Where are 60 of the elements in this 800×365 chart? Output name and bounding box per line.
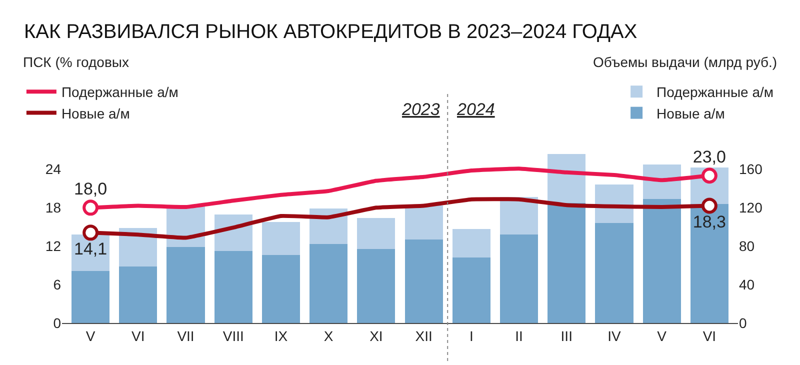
x-tick-label: XI <box>370 328 383 344</box>
y2-tick-label: 80 <box>739 238 755 254</box>
y2-tick-label: 160 <box>739 161 763 178</box>
y-tick-label: 18 <box>45 200 62 216</box>
bar <box>452 258 490 323</box>
x-tick-label: VI <box>132 328 145 344</box>
bar <box>357 218 396 249</box>
bar <box>500 234 538 323</box>
x-tick-label: III <box>560 328 572 344</box>
bar <box>166 247 205 323</box>
bar <box>404 206 443 240</box>
legend-label: Новые а/м <box>656 105 725 122</box>
data-label: 14,1 <box>74 240 108 259</box>
bar <box>357 248 396 323</box>
bar <box>72 271 110 323</box>
data-label: 18,0 <box>74 179 108 198</box>
text: 2024 <box>456 100 495 119</box>
y-tick-label: 0 <box>53 314 62 331</box>
bar <box>119 266 158 323</box>
point <box>701 198 718 214</box>
y-tick-label: 24 <box>45 161 62 178</box>
bar <box>214 250 252 323</box>
bar <box>548 154 586 203</box>
y-tick-label: 6 <box>53 276 62 292</box>
bar <box>642 199 681 323</box>
text: Объемы выдачи (млрд руб.) <box>593 54 778 70</box>
y-tick-label: 12 <box>45 238 62 254</box>
point <box>82 224 99 241</box>
text: ПСК (% годовых <box>23 54 129 70</box>
point <box>701 168 718 184</box>
point <box>82 200 99 216</box>
legend-label: Подержанные а/м <box>61 84 178 100</box>
x-tick-label: IX <box>274 328 288 344</box>
chart-title: КАК РАЗВИВАЛСЯ РЫНОК АВТОКРЕДИТОВ В 2023–2024 ГОДАХ <box>24 21 638 43</box>
x-tick-label: V <box>86 328 96 344</box>
x-tick-label: II <box>515 328 523 344</box>
bar <box>548 202 586 323</box>
bar <box>690 204 728 323</box>
x-tick-label: VIII <box>222 328 244 344</box>
data-label: 18,3 <box>692 212 726 232</box>
x-tick-label: VI <box>702 328 716 344</box>
x-tick-label: IV <box>608 328 622 344</box>
bar <box>262 222 300 255</box>
legend-label: Подержанные а/м <box>656 84 774 100</box>
bar <box>310 244 348 323</box>
y2-tick-label: 0 <box>739 314 747 331</box>
bar <box>262 254 300 323</box>
y2-tick-label: 120 <box>739 200 763 216</box>
text: 2023 <box>401 100 440 119</box>
x-tick-label: I <box>469 328 474 344</box>
legend-label: Новые а/м <box>61 105 130 122</box>
bar <box>404 239 443 323</box>
bar <box>595 223 634 323</box>
x-tick-label: X <box>324 328 334 344</box>
x-tick-label: XII <box>415 328 432 344</box>
x-tick-label: V <box>657 328 668 344</box>
y2-tick-label: 40 <box>739 276 755 292</box>
bar <box>452 228 490 258</box>
data-label: 23,0 <box>692 147 726 166</box>
x-tick-label: VII <box>177 328 194 344</box>
